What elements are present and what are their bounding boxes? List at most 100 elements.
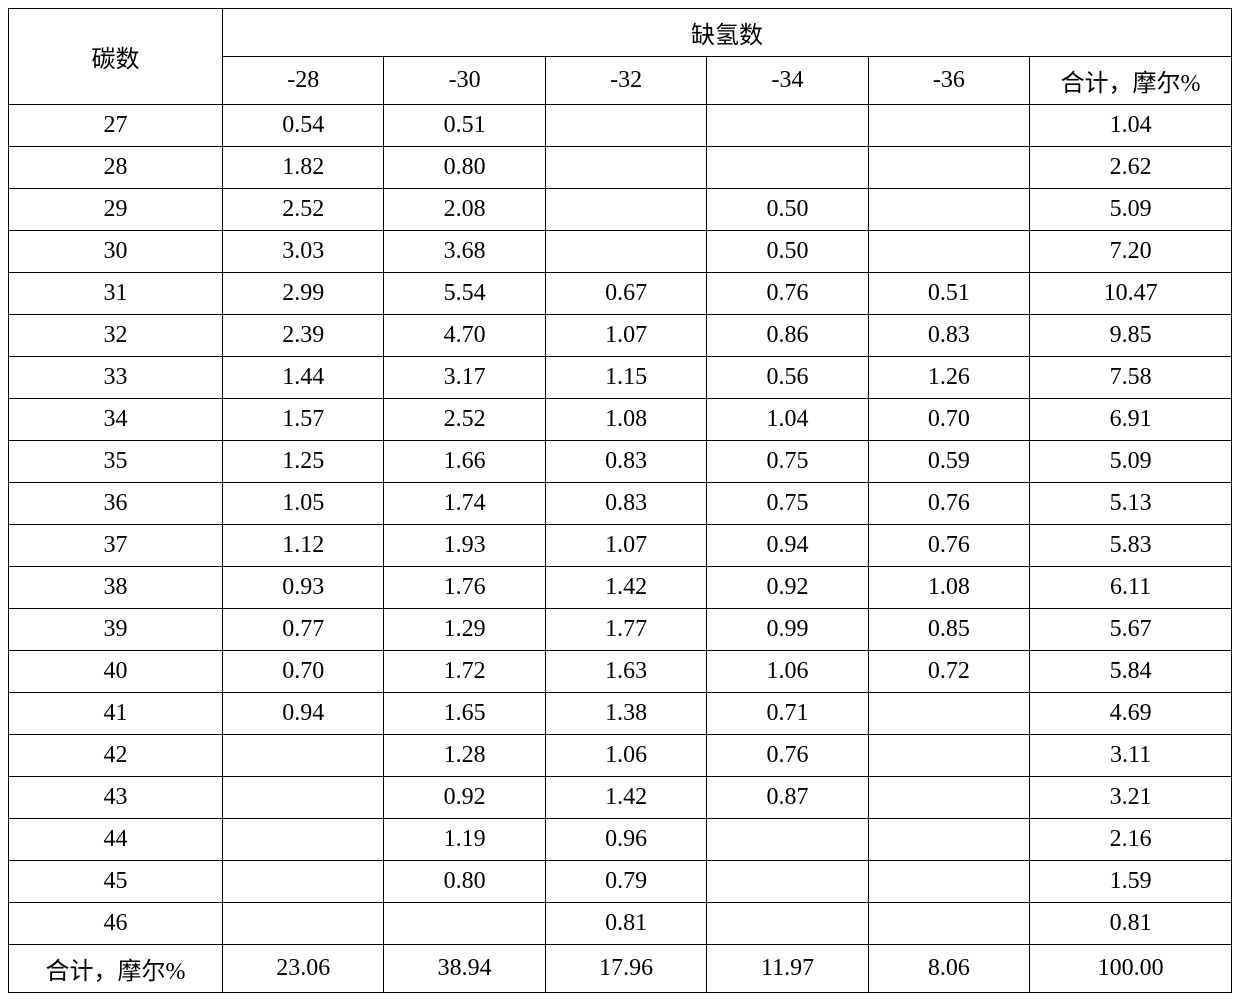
- table-cell: 1.06: [545, 735, 706, 777]
- row-label: 41: [9, 693, 223, 735]
- row-label: 40: [9, 651, 223, 693]
- col-header: -34: [707, 57, 868, 105]
- table-cell: 1.07: [545, 525, 706, 567]
- table-cell: 0.51: [868, 273, 1029, 315]
- table-cell: 1.42: [545, 567, 706, 609]
- table-cell: [545, 189, 706, 231]
- table-cell: 1.05: [223, 483, 384, 525]
- table-cell: 0.51: [384, 105, 545, 147]
- total-cell: 23.06: [223, 945, 384, 993]
- table-cell: 6.91: [1030, 399, 1232, 441]
- table-row: 390.771.291.770.990.855.67: [9, 609, 1232, 651]
- table-cell: 3.03: [223, 231, 384, 273]
- table-cell: 1.65: [384, 693, 545, 735]
- table-cell: 0.92: [384, 777, 545, 819]
- row-label: 31: [9, 273, 223, 315]
- table-cell: [868, 777, 1029, 819]
- table-cell: 1.15: [545, 357, 706, 399]
- table-cell: 1.66: [384, 441, 545, 483]
- table-cell: 10.47: [1030, 273, 1232, 315]
- table-cell: 0.83: [868, 315, 1029, 357]
- table-row: 312.995.540.670.760.5110.47: [9, 273, 1232, 315]
- table-cell: [707, 903, 868, 945]
- header-row-1: 碳数 缺氢数: [9, 9, 1232, 57]
- table-cell: 1.77: [545, 609, 706, 651]
- table-cell: 1.28: [384, 735, 545, 777]
- table-cell: 0.80: [384, 147, 545, 189]
- table-row: 450.800.791.59: [9, 861, 1232, 903]
- table-row: 331.443.171.150.561.267.58: [9, 357, 1232, 399]
- table-cell: 5.84: [1030, 651, 1232, 693]
- table-cell: 0.83: [545, 441, 706, 483]
- row-label: 43: [9, 777, 223, 819]
- total-row: 合计，摩尔%23.0638.9417.9611.978.06100.00: [9, 945, 1232, 993]
- table-cell: 0.70: [868, 399, 1029, 441]
- table-cell: 5.09: [1030, 441, 1232, 483]
- row-label: 45: [9, 861, 223, 903]
- table-cell: 1.82: [223, 147, 384, 189]
- table-row: 421.281.060.763.11: [9, 735, 1232, 777]
- table-cell: 7.58: [1030, 357, 1232, 399]
- table-cell: [223, 861, 384, 903]
- table-cell: 0.94: [707, 525, 868, 567]
- table-cell: 1.26: [868, 357, 1029, 399]
- table-cell: 1.08: [545, 399, 706, 441]
- table-cell: 7.20: [1030, 231, 1232, 273]
- table-cell: 1.04: [707, 399, 868, 441]
- table-row: 322.394.701.070.860.839.85: [9, 315, 1232, 357]
- row-label: 27: [9, 105, 223, 147]
- table-cell: 0.99: [707, 609, 868, 651]
- table-cell: [868, 735, 1029, 777]
- col-header: 合计，摩尔%: [1030, 57, 1232, 105]
- table-cell: 5.09: [1030, 189, 1232, 231]
- table-cell: 1.08: [868, 567, 1029, 609]
- table-cell: 1.44: [223, 357, 384, 399]
- table-cell: [868, 189, 1029, 231]
- table-cell: 3.21: [1030, 777, 1232, 819]
- table-cell: 2.62: [1030, 147, 1232, 189]
- table-cell: 2.39: [223, 315, 384, 357]
- table-cell: 0.85: [868, 609, 1029, 651]
- table-cell: 2.99: [223, 273, 384, 315]
- table-cell: 0.96: [545, 819, 706, 861]
- table-cell: 1.42: [545, 777, 706, 819]
- table-cell: 1.04: [1030, 105, 1232, 147]
- row-label: 32: [9, 315, 223, 357]
- table-cell: 3.68: [384, 231, 545, 273]
- table-cell: 0.76: [707, 273, 868, 315]
- table-row: 303.033.680.507.20: [9, 231, 1232, 273]
- table-row: 371.121.931.070.940.765.83: [9, 525, 1232, 567]
- total-row-label: 合计，摩尔%: [9, 945, 223, 993]
- row-label: 37: [9, 525, 223, 567]
- row-label: 46: [9, 903, 223, 945]
- table-cell: 5.13: [1030, 483, 1232, 525]
- table-cell: [223, 777, 384, 819]
- table-cell: 0.76: [868, 483, 1029, 525]
- table-cell: [545, 105, 706, 147]
- table-row: 270.540.511.04: [9, 105, 1232, 147]
- table-cell: [707, 861, 868, 903]
- table-cell: 3.11: [1030, 735, 1232, 777]
- table-row: 410.941.651.380.714.69: [9, 693, 1232, 735]
- table-cell: [868, 105, 1029, 147]
- table-cell: 4.69: [1030, 693, 1232, 735]
- table-cell: [707, 147, 868, 189]
- table-cell: [868, 231, 1029, 273]
- table-cell: 1.19: [384, 819, 545, 861]
- table-cell: [223, 735, 384, 777]
- table-row: 341.572.521.081.040.706.91: [9, 399, 1232, 441]
- total-cell: 8.06: [868, 945, 1029, 993]
- table-cell: 0.81: [1030, 903, 1232, 945]
- table-cell: 5.67: [1030, 609, 1232, 651]
- table-cell: 0.76: [707, 735, 868, 777]
- total-cell: 38.94: [384, 945, 545, 993]
- table-cell: [868, 147, 1029, 189]
- table-cell: [223, 903, 384, 945]
- table-cell: 0.79: [545, 861, 706, 903]
- table-cell: 2.16: [1030, 819, 1232, 861]
- table-cell: [223, 819, 384, 861]
- table-cell: 4.70: [384, 315, 545, 357]
- table-cell: [545, 147, 706, 189]
- table-cell: 1.63: [545, 651, 706, 693]
- total-cell: 11.97: [707, 945, 868, 993]
